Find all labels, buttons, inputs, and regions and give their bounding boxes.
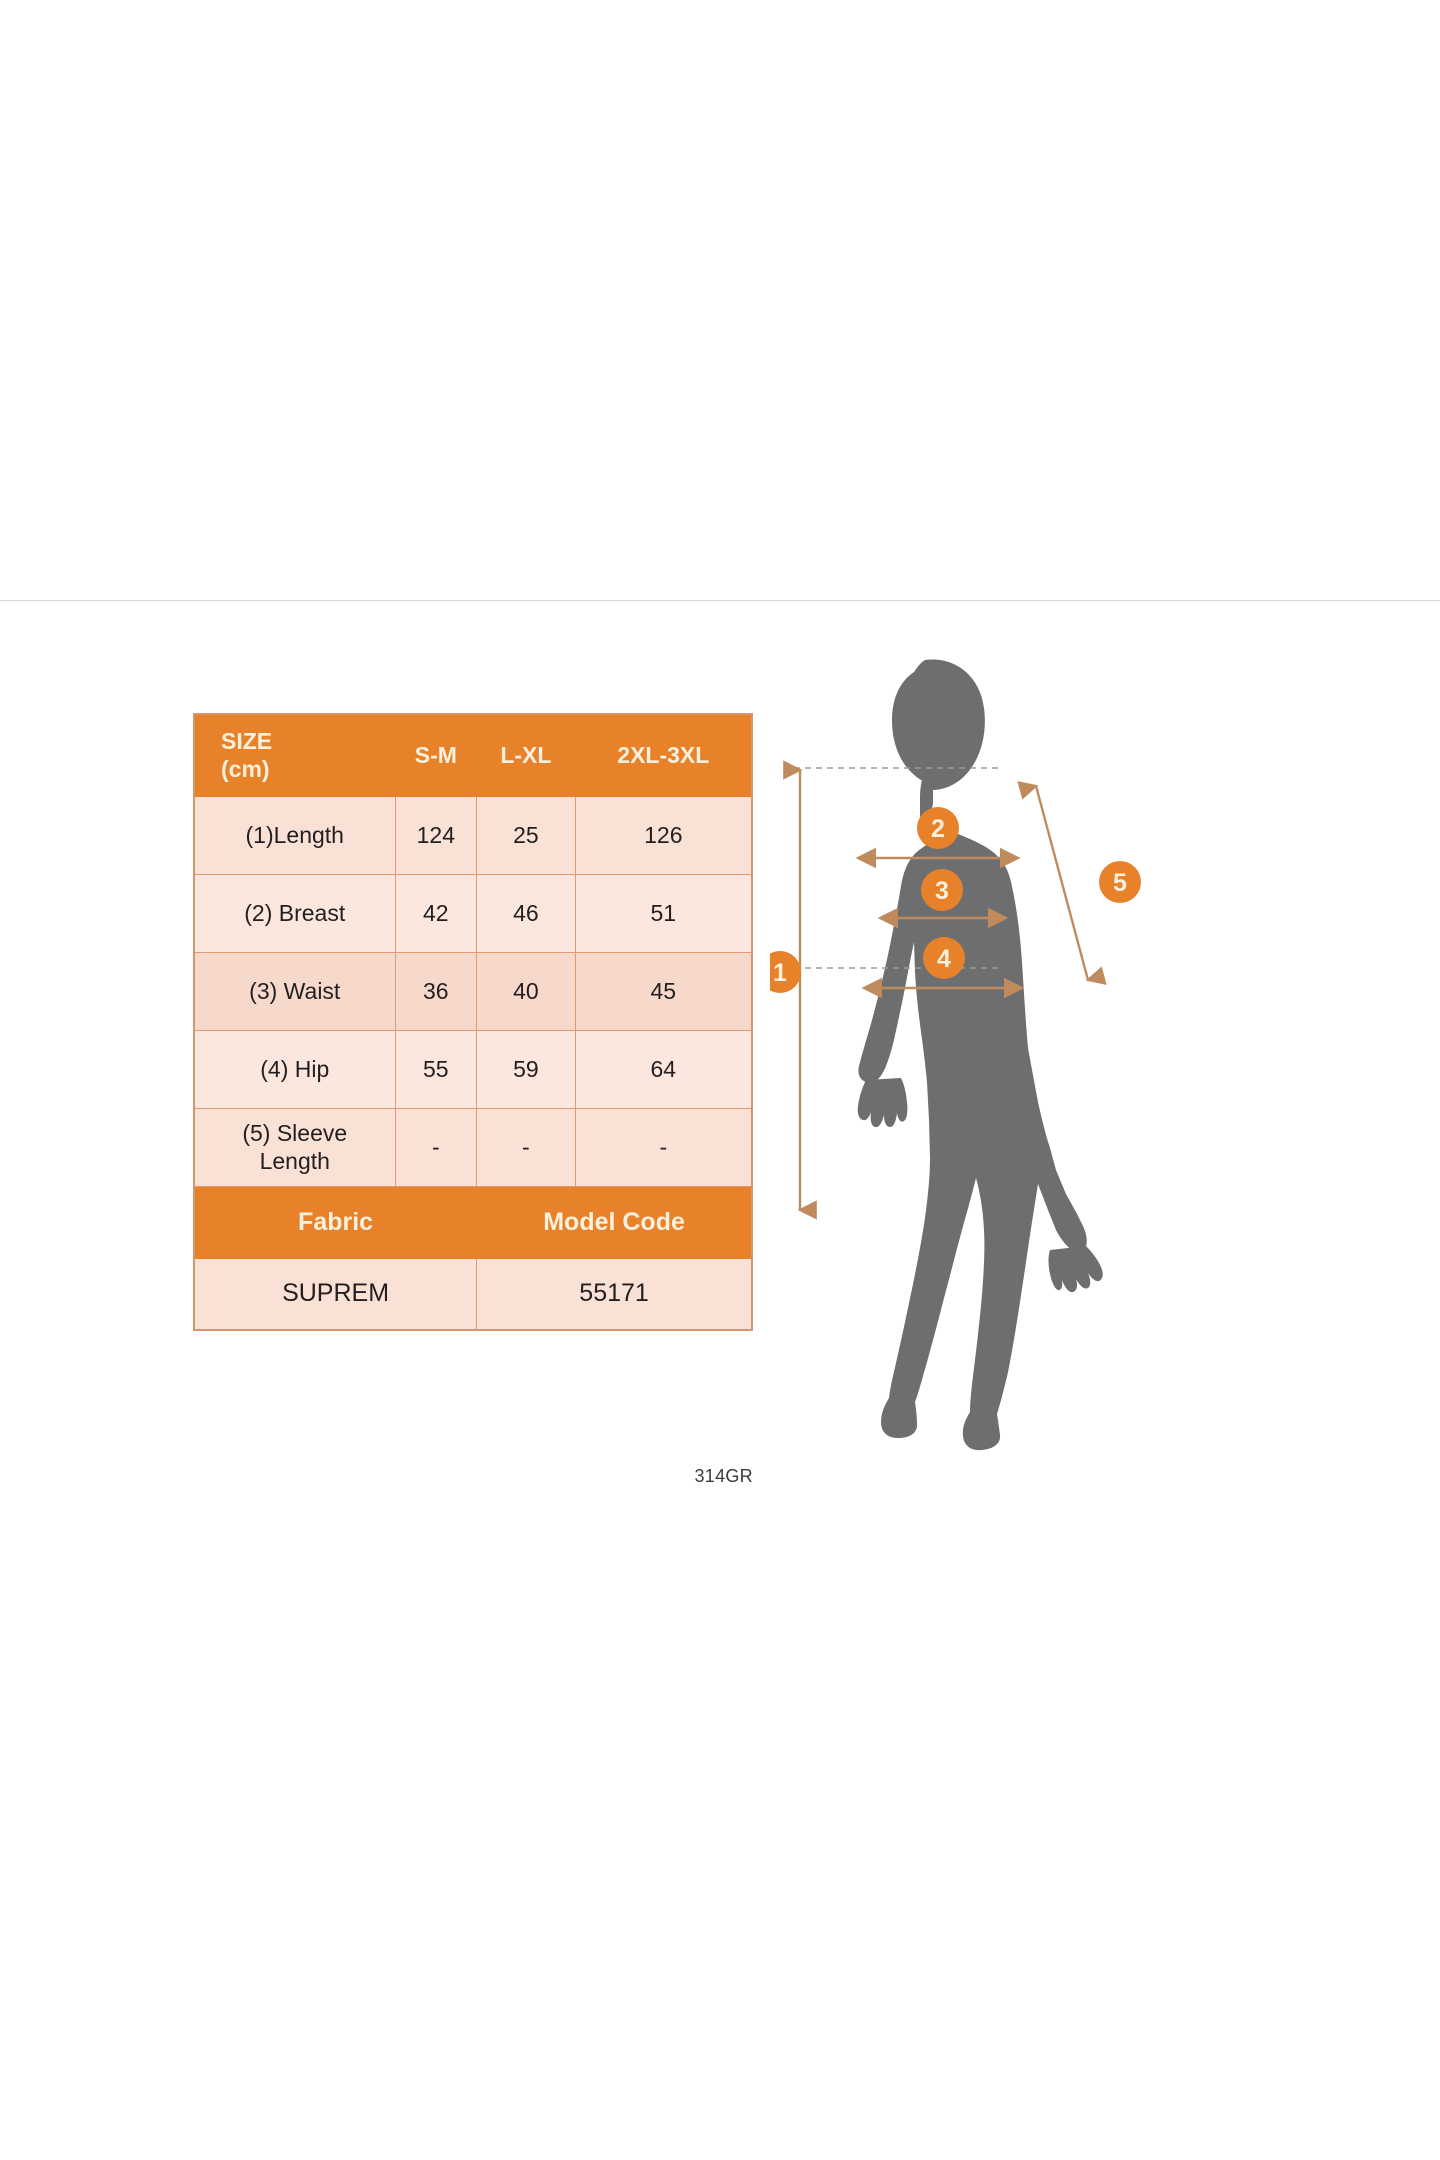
table-row: (4) Hip 55 59 64	[193, 1029, 753, 1109]
cell-breast-l-xl: 46	[476, 873, 576, 953]
marker-label-1: 1	[773, 959, 787, 987]
header-size-line2: (cm)	[221, 756, 270, 783]
marker-label-4: 4	[937, 945, 951, 973]
cell-waist-2xl-3xl: 45	[574, 951, 753, 1031]
row-label-breast: (2) Breast	[193, 873, 396, 953]
table-footer-header-row: Fabric Model Code	[193, 1185, 753, 1259]
marker-badge-4: 4	[923, 937, 965, 979]
marker-badge-5: 5	[1099, 861, 1141, 903]
sleeve-measure-arrow	[1017, 781, 1107, 985]
header-cell-size: SIZE (cm)	[193, 713, 396, 797]
cell-hip-s-m: 55	[394, 1029, 478, 1109]
table-row: (1)Length 124 25 126	[193, 795, 753, 875]
header-cell-s-m: S-M	[394, 713, 478, 797]
footer-value-fabric: SUPREM	[193, 1257, 478, 1331]
cell-sleeve-l-xl: -	[476, 1107, 576, 1187]
female-silhouette	[857, 659, 1103, 1451]
table-row: (5) Sleeve Length - - -	[193, 1107, 753, 1187]
marker-badge-1: 1	[770, 951, 801, 993]
table-row: (2) Breast 42 46 51	[193, 873, 753, 953]
footer-value-model-code: 55171	[476, 1257, 753, 1331]
table-row: (3) Waist 36 40 45	[193, 951, 753, 1031]
marker-label-5: 5	[1113, 869, 1127, 897]
top-divider	[0, 600, 1440, 601]
cell-hip-l-xl: 59	[476, 1029, 576, 1109]
body-measurement-diagram: 1 2 3 4 5	[770, 650, 1190, 1470]
header-cell-l-xl: L-XL	[476, 713, 576, 797]
footer-header-fabric: Fabric	[193, 1185, 478, 1259]
header-cell-2xl-3xl: 2XL-3XL	[574, 713, 753, 797]
cell-waist-s-m: 36	[394, 951, 478, 1031]
cell-breast-s-m: 42	[394, 873, 478, 953]
cell-length-s-m: 124	[394, 795, 478, 875]
cell-waist-l-xl: 40	[476, 951, 576, 1031]
marker-badge-2: 2	[917, 807, 959, 849]
footer-header-model-code: Model Code	[476, 1185, 753, 1259]
row-label-hip: (4) Hip	[193, 1029, 396, 1109]
cell-breast-2xl-3xl: 51	[574, 873, 753, 953]
row-label-sleeve-line1: (5) Sleeve	[242, 1119, 348, 1146]
cell-sleeve-s-m: -	[394, 1107, 478, 1187]
marker-label-3: 3	[935, 877, 949, 905]
cell-length-l-xl: 25	[476, 795, 576, 875]
row-label-length: (1)Length	[193, 795, 396, 875]
header-size-line1: SIZE	[221, 727, 273, 754]
marker-badge-3: 3	[921, 869, 963, 911]
cell-sleeve-2xl-3xl: -	[574, 1107, 753, 1187]
weight-note: 314GR	[694, 1466, 753, 1486]
table-header-row: SIZE (cm) S-M L-XL 2XL-3XL	[193, 713, 753, 797]
marker-label-2: 2	[931, 815, 945, 843]
row-label-waist: (3) Waist	[193, 951, 396, 1031]
table-footer-value-row: SUPREM 55171	[193, 1257, 753, 1331]
cell-length-2xl-3xl: 126	[574, 795, 753, 875]
row-label-sleeve-line2: Length	[259, 1148, 330, 1174]
size-chart-table: SIZE (cm) S-M L-XL 2XL-3XL (1)Length 124…	[193, 713, 753, 1331]
cell-hip-2xl-3xl: 64	[574, 1029, 753, 1109]
row-label-sleeve-length: (5) Sleeve Length	[193, 1107, 396, 1187]
